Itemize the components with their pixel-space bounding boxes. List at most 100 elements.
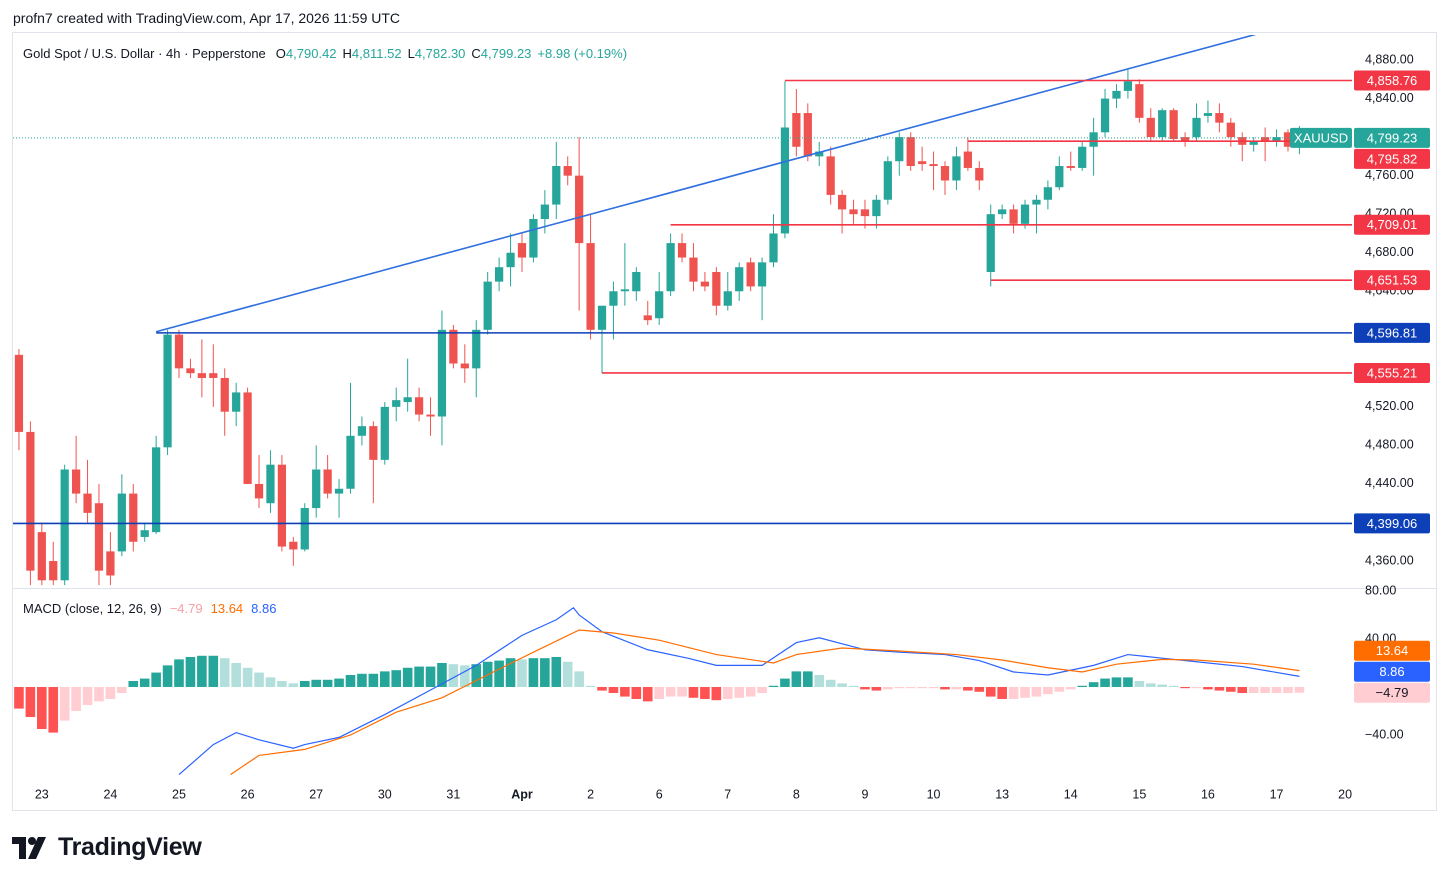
candle-body xyxy=(254,483,264,499)
price-label: 4,399.06 xyxy=(1367,516,1418,531)
price-pane xyxy=(13,35,1352,586)
change: +8.98 (+0.19%) xyxy=(537,46,628,61)
price-label-box xyxy=(1354,661,1430,682)
histogram-bar xyxy=(757,686,767,693)
x-tick-label: 27 xyxy=(309,787,323,801)
candle-body xyxy=(403,397,412,403)
candle-body xyxy=(597,305,607,330)
histogram-bar xyxy=(894,686,905,689)
histogram-bar xyxy=(951,686,962,690)
candle-body xyxy=(998,209,1007,215)
candle-body xyxy=(609,291,618,306)
candle-body xyxy=(655,291,664,319)
histogram-bar xyxy=(265,677,276,687)
logo-mark xyxy=(12,836,46,859)
candle-body xyxy=(277,464,287,547)
candle-body xyxy=(186,368,195,374)
candle-body xyxy=(37,532,46,581)
ohlc-key: C xyxy=(471,46,481,61)
histogram-bar xyxy=(711,686,722,701)
price-label: 4,709.01 xyxy=(1367,217,1418,232)
histogram-bar xyxy=(471,664,482,687)
candle-body xyxy=(735,267,744,292)
candle-body xyxy=(769,233,778,263)
series-value: 8.86 xyxy=(251,601,277,616)
symbol-title: Gold Spot / U.S. Dollar · 4h · Peppersto… xyxy=(23,46,266,61)
candle-body xyxy=(152,447,161,533)
candle-body xyxy=(918,161,927,165)
histogram-bar xyxy=(928,686,939,689)
x-tick-label: 26 xyxy=(241,787,255,801)
price-label-box xyxy=(1354,148,1430,169)
histogram-bar xyxy=(322,679,333,687)
candle-body xyxy=(232,392,241,412)
histogram-bar xyxy=(642,686,653,702)
candle-body xyxy=(860,209,870,217)
histogram-bar xyxy=(620,686,630,697)
histogram-bar xyxy=(1008,686,1019,699)
y-tick-label: 4,760.00 xyxy=(1365,168,1414,182)
candle-body xyxy=(334,488,344,494)
histogram-bar xyxy=(848,685,859,687)
x-tick-label: 9 xyxy=(861,787,868,801)
candle-body xyxy=(517,243,527,258)
ohlc-item: O4,790.42 xyxy=(276,46,337,61)
candle-body xyxy=(1123,81,1133,91)
y-tick-label: 4,880.00 xyxy=(1365,52,1414,66)
histogram-bar xyxy=(1180,686,1190,689)
histogram-bar xyxy=(963,686,973,691)
candle-body xyxy=(163,334,172,448)
candle-body xyxy=(712,272,721,306)
candle-body xyxy=(220,377,229,412)
histogram-bar xyxy=(139,678,150,687)
price-label: 4,555.21 xyxy=(1367,365,1418,380)
candle-body xyxy=(1112,90,1121,99)
histogram-bar xyxy=(425,666,436,687)
candle-body xyxy=(929,164,938,167)
histogram-bar xyxy=(825,679,836,687)
candle-body xyxy=(586,243,595,330)
x-tick-label: 13 xyxy=(995,787,1009,801)
histogram-bar xyxy=(722,686,733,699)
histogram-bar xyxy=(871,686,882,691)
histogram-bar xyxy=(162,665,173,687)
histogram-bar xyxy=(505,658,516,687)
price-label: 8.86 xyxy=(1379,664,1404,679)
histogram-bar xyxy=(528,658,539,687)
candle-body xyxy=(312,469,321,509)
histogram-bar xyxy=(1283,686,1293,693)
histogram-bar xyxy=(311,679,321,687)
candle-body xyxy=(1066,166,1075,168)
candle-body xyxy=(117,493,126,552)
histogram-bar xyxy=(688,686,699,698)
candle-body xyxy=(723,291,732,306)
ohlc-key: H xyxy=(342,46,352,61)
candle-body xyxy=(975,167,984,181)
candle-body xyxy=(1100,98,1110,133)
histogram-bar xyxy=(1248,686,1259,693)
histogram-bar xyxy=(974,686,985,692)
histogram-bar xyxy=(654,686,664,699)
histogram-bar xyxy=(242,667,253,687)
symbol-label: XAUUSD xyxy=(1294,130,1348,145)
histogram-bar xyxy=(82,686,93,705)
chart-frame xyxy=(12,32,1437,811)
candle-body xyxy=(826,156,835,195)
histogram-bar xyxy=(448,664,459,687)
x-tick-label: 20 xyxy=(1338,787,1352,801)
candle-body xyxy=(14,354,24,432)
histogram-bar xyxy=(288,683,299,687)
histogram-bar xyxy=(803,671,813,687)
candle-body xyxy=(815,151,824,157)
price-label-box xyxy=(1354,70,1430,91)
histogram-bar xyxy=(1134,680,1145,687)
ohlc-value: 4,790.42 xyxy=(285,46,337,61)
candle-body xyxy=(60,469,69,581)
candle-body xyxy=(197,373,206,378)
histogram-bar xyxy=(94,686,104,702)
candle-body xyxy=(460,363,469,369)
histogram-bar xyxy=(437,662,447,687)
histogram-bar xyxy=(402,667,413,687)
macd-legend: MACD (close, 12, 26, 9) −4.79 13.64 8.86 xyxy=(23,601,284,616)
candle-body xyxy=(906,137,915,167)
